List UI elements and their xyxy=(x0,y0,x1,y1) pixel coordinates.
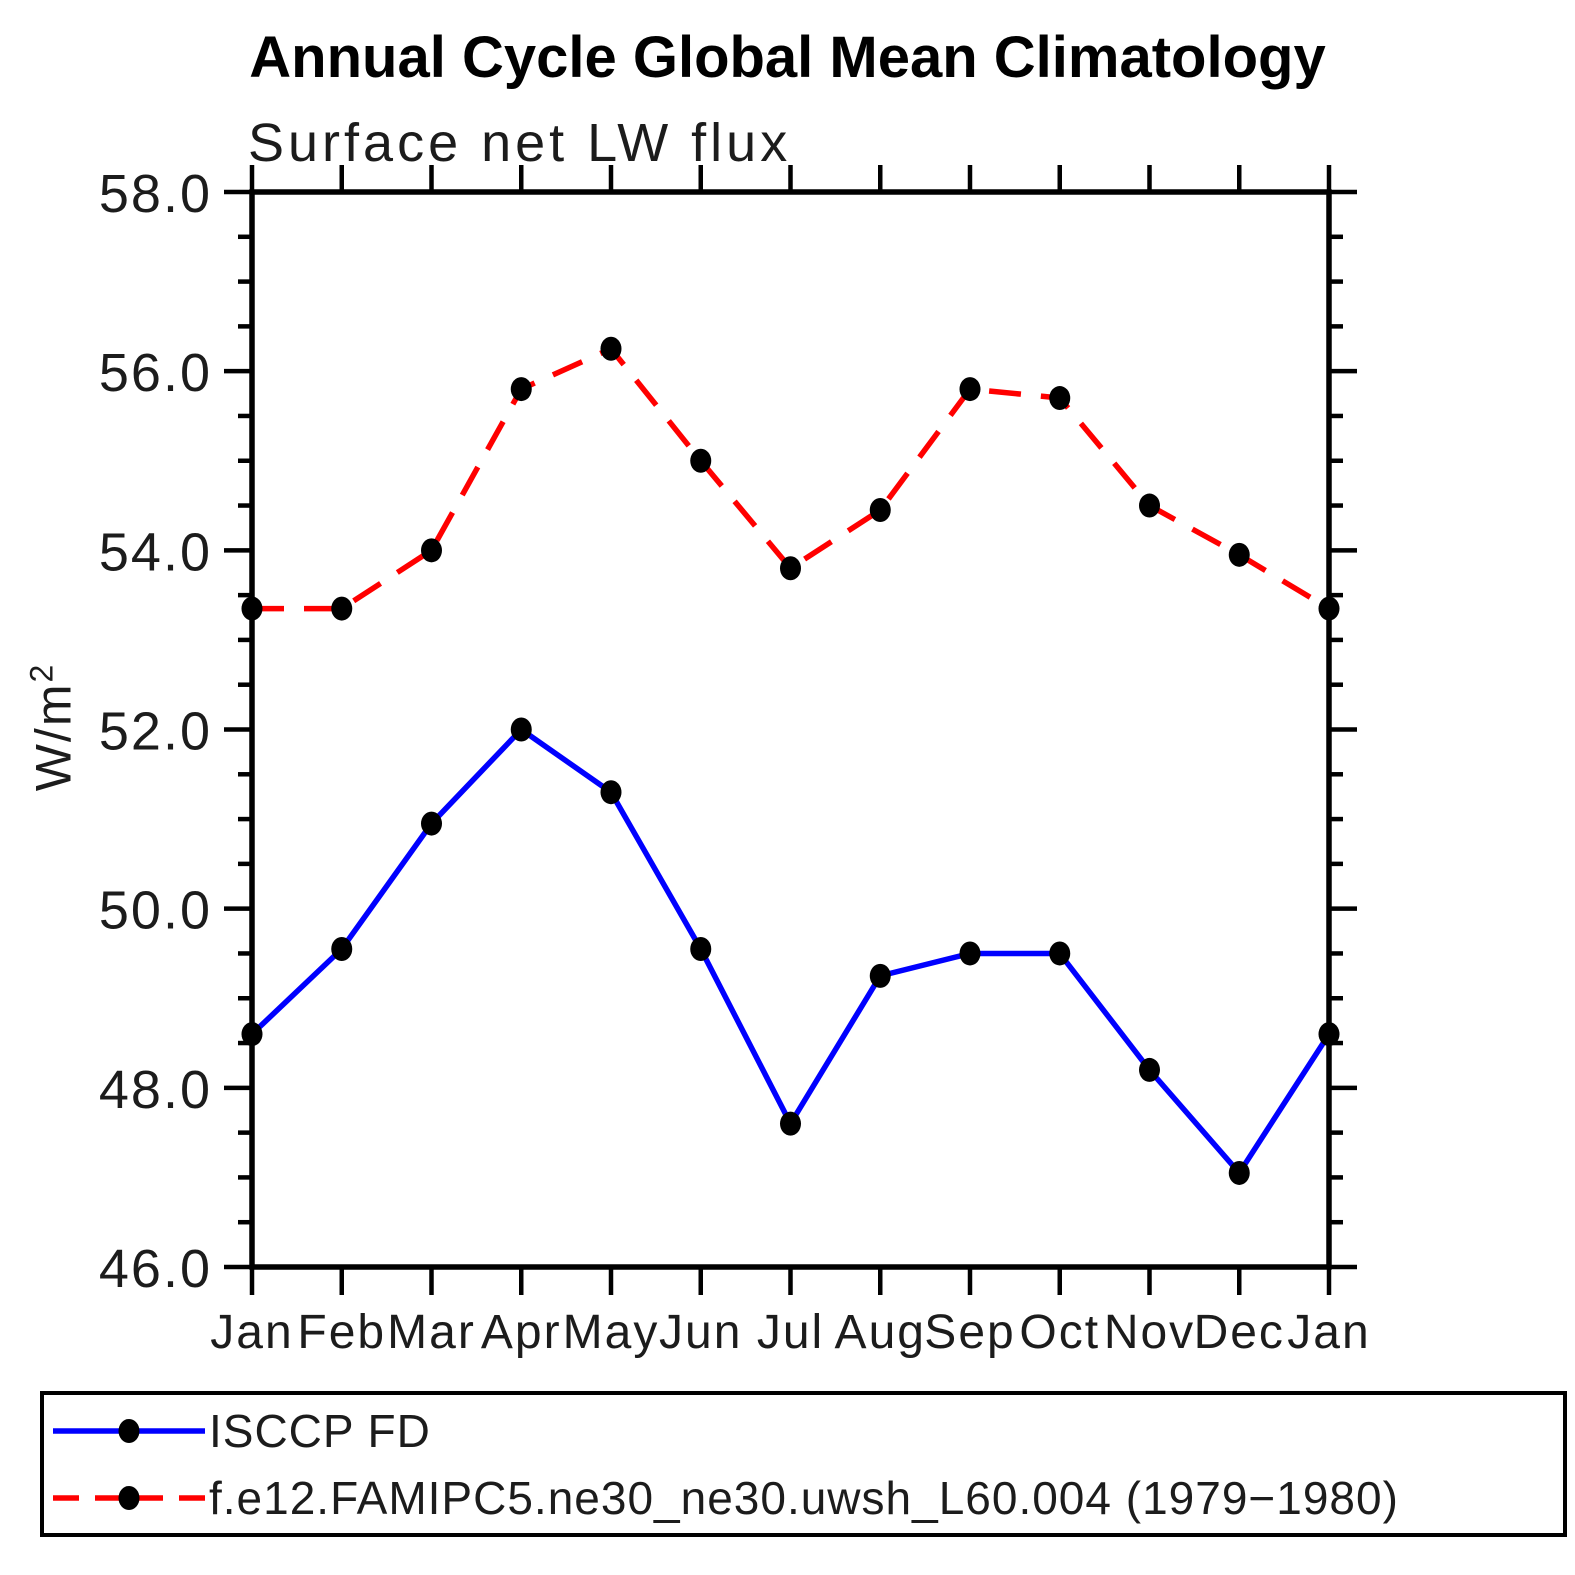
svg-text:Jul: Jul xyxy=(757,1306,824,1359)
legend-swatch-dashed-line xyxy=(53,1485,205,1510)
svg-text:Jun: Jun xyxy=(659,1306,742,1359)
chart-subtitle: Surface net LW flux xyxy=(248,113,792,173)
legend-row: f.e12.FAMIPC5.ne30_ne30.uwsh_L60.004 (19… xyxy=(49,1468,1563,1528)
svg-text:Jan: Jan xyxy=(1287,1306,1370,1359)
svg-text:Aug: Aug xyxy=(835,1306,926,1359)
legend-label: f.e12.FAMIPC5.ne30_ne30.uwsh_L60.004 (19… xyxy=(209,1471,1399,1524)
legend-label: ISCCP FD xyxy=(209,1404,431,1457)
legend-swatch-solid-line xyxy=(53,1418,205,1443)
svg-text:54.0: 54.0 xyxy=(99,522,212,582)
svg-text:Sep: Sep xyxy=(924,1306,1015,1359)
svg-text:Feb: Feb xyxy=(297,1306,386,1359)
svg-text:46.0: 46.0 xyxy=(99,1239,212,1299)
svg-text:Jan: Jan xyxy=(210,1306,293,1359)
svg-text:52.0: 52.0 xyxy=(99,702,212,762)
svg-text:May: May xyxy=(563,1306,660,1359)
svg-text:Dec: Dec xyxy=(1194,1306,1285,1359)
legend-row: ISCCP FD xyxy=(49,1401,1563,1461)
svg-text:Oct: Oct xyxy=(1019,1306,1100,1359)
legend: ISCCP FD f.e12.FAMIPC5.ne30_ne30.uwsh_L6… xyxy=(40,1391,1567,1537)
svg-text:Apr: Apr xyxy=(481,1306,562,1359)
svg-text:Nov: Nov xyxy=(1104,1306,1195,1359)
svg-text:56.0: 56.0 xyxy=(99,343,212,403)
chart-title: Annual Cycle Global Mean Climatology xyxy=(249,25,1326,90)
svg-text:48.0: 48.0 xyxy=(99,1060,212,1120)
svg-text:Mar: Mar xyxy=(387,1306,476,1359)
svg-text:50.0: 50.0 xyxy=(99,881,212,941)
svg-text:58.0: 58.0 xyxy=(99,164,212,224)
